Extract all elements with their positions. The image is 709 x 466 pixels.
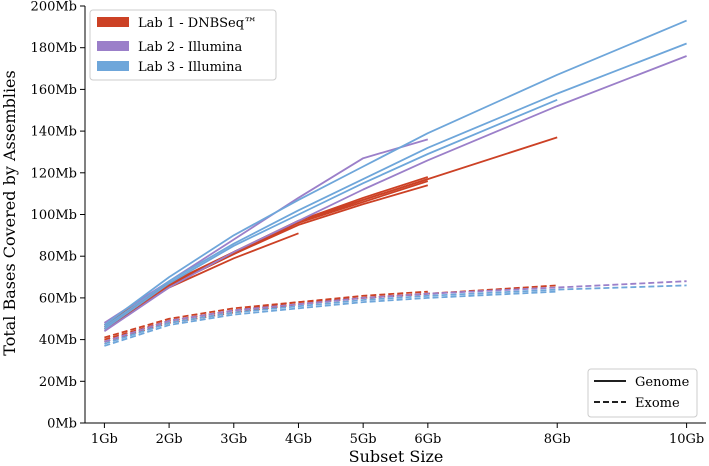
x-axis-label: Subset Size	[349, 447, 444, 466]
legend-swatch-lab1	[97, 17, 129, 27]
legend-label-lab2: Lab 2 - Illumina	[138, 40, 242, 55]
legend-label-genome: Genome	[635, 375, 690, 390]
series-line-10	[103, 42, 687, 328]
y-tick-label: 140Mb	[31, 125, 77, 140]
y-ticks: 0Mb 20Mb 40Mb 60Mb 80Mb 100Mb 120Mb 140Mb 160Mb 1…	[31, 0, 85, 432]
legend-swatch-lab2	[97, 41, 129, 51]
y-tick-label: 80Mb	[39, 250, 77, 265]
y-tick-label: 20Mb	[39, 375, 77, 390]
y-tick-label: 100Mb	[31, 208, 77, 223]
legend-labs: Lab 1 - DNBSeq™ Lab 2 - Illumina Lab 3 -…	[89, 9, 277, 81]
legend-styles: Genome Exome	[587, 368, 698, 418]
legend-labs-frame	[89, 9, 277, 81]
legend-label-lab1: Lab 1 - DNBSeq™	[138, 16, 257, 31]
y-tick-label: 60Mb	[39, 291, 77, 306]
series-line-11	[103, 98, 558, 330]
y-tick-label: 0Mb	[47, 417, 77, 432]
y-axis-label: Total Bases Covered by Assemblies	[0, 70, 19, 355]
series-line-3	[103, 178, 429, 326]
series-line-16	[104, 284, 687, 345]
y-tick-label: 120Mb	[31, 166, 77, 181]
y-tick-label: 180Mb	[31, 41, 77, 56]
series-line-9	[103, 19, 687, 326]
x-ticks: 1Gb 2Gb 3Gb 4Gb 5Gb 6Gb 8Gb 10Gb	[91, 423, 704, 447]
x-tick-label: 1Gb	[91, 432, 118, 447]
x-tick-label: 4Gb	[285, 432, 312, 447]
legend-label-exome: Exome	[635, 396, 680, 411]
legend-label-lab3: Lab 3 - Illumina	[138, 60, 242, 75]
series-line-15	[104, 280, 687, 343]
series-line-17	[104, 290, 558, 347]
x-tick-label: 3Gb	[220, 432, 247, 447]
series-line-5	[103, 136, 558, 326]
y-tick-label: 160Mb	[31, 83, 77, 98]
x-tick-label: 8Gb	[544, 432, 571, 447]
plot-lines	[103, 19, 687, 347]
x-tick-label: 6Gb	[414, 432, 441, 447]
y-tick-label: 40Mb	[39, 333, 77, 348]
legend-swatch-lab3	[97, 61, 129, 71]
series-line-8	[103, 55, 687, 333]
y-tick-label: 200Mb	[31, 0, 77, 15]
series-line-12	[104, 290, 428, 339]
x-tick-label: 2Gb	[156, 432, 183, 447]
x-tick-label: 5Gb	[350, 432, 377, 447]
x-tick-label: 10Gb	[669, 432, 704, 447]
series-line-14	[104, 284, 558, 343]
